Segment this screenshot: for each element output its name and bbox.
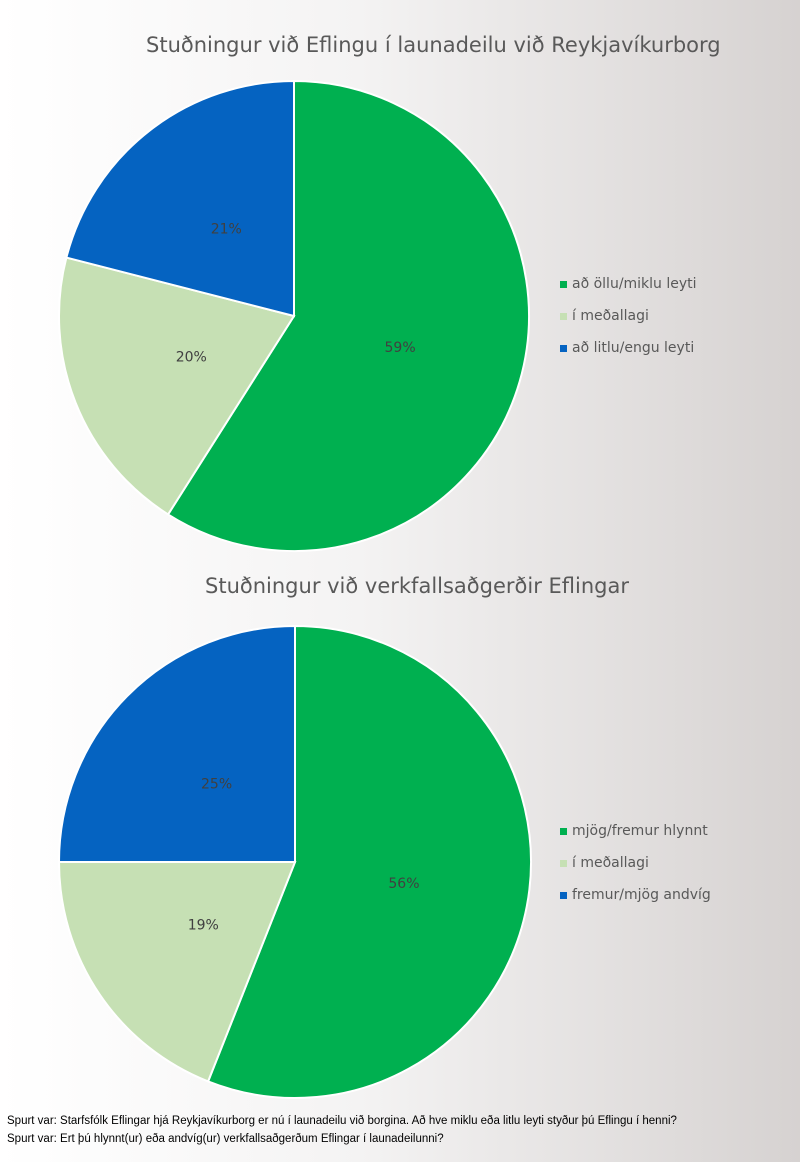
pie-slice-1 (166, 79, 530, 552)
pie-slice-1 (206, 624, 532, 1099)
slice-data-label: 59% (385, 340, 416, 356)
legend-item: mjög/fremur hlynnt (560, 815, 711, 847)
legend-item: í meðallagi (560, 847, 711, 879)
chart-2-legend: mjög/fremur hlynnt í meðallagi fremur/mj… (560, 815, 711, 911)
slice-data-label: 56% (388, 876, 419, 892)
pie-slice-3 (65, 79, 295, 318)
pie-slice-2 (58, 256, 296, 516)
legend-label: í meðallagi (572, 308, 649, 324)
pie-chart-2: 56% 19% 25% (57, 624, 532, 1099)
slice-data-label: 25% (201, 777, 232, 793)
legend-label: mjög/fremur hlynnt (572, 823, 708, 839)
legend-item: að öllu/miklu leyti (560, 268, 697, 300)
pie-slice-2 (57, 861, 297, 1083)
legend-swatch (560, 312, 567, 320)
legend-label: að öllu/miklu leyti (572, 276, 697, 292)
legend-item: að litlu/engu leyti (560, 332, 697, 364)
legend-label: fremur/mjög andvíg (572, 887, 711, 903)
legend-label: að litlu/engu leyti (572, 340, 695, 356)
slice-data-label: 19% (188, 917, 219, 933)
legend-item: fremur/mjög andvíg (560, 879, 711, 911)
question-footnote: Spurt var: Ert þú hlynnt(ur) eða andvíg(… (7, 1133, 444, 1145)
slice-data-label: 20% (176, 350, 207, 366)
legend-swatch (560, 280, 567, 288)
pie-chart-1: 59% 20% 21% (58, 79, 530, 552)
chart-2-title: Stuðningur við verkfallsaðgerðir Eflinga… (205, 574, 629, 598)
legend-swatch (560, 859, 567, 867)
pie-slice-3 (57, 624, 296, 863)
slice-data-label: 21% (211, 222, 242, 238)
legend-swatch (560, 827, 567, 835)
legend-label: í meðallagi (572, 855, 649, 871)
chart-1-legend: að öllu/miklu leyti í meðallagi að litlu… (560, 268, 697, 364)
question-footnote: Spurt var: Starfsfólk Eflingar hjá Reykj… (7, 1115, 677, 1127)
chart-1-title: Stuðningur við Eflingu í launadeilu við … (146, 33, 721, 57)
legend-swatch (560, 344, 567, 352)
legend-swatch (560, 891, 567, 899)
legend-item: í meðallagi (560, 300, 697, 332)
